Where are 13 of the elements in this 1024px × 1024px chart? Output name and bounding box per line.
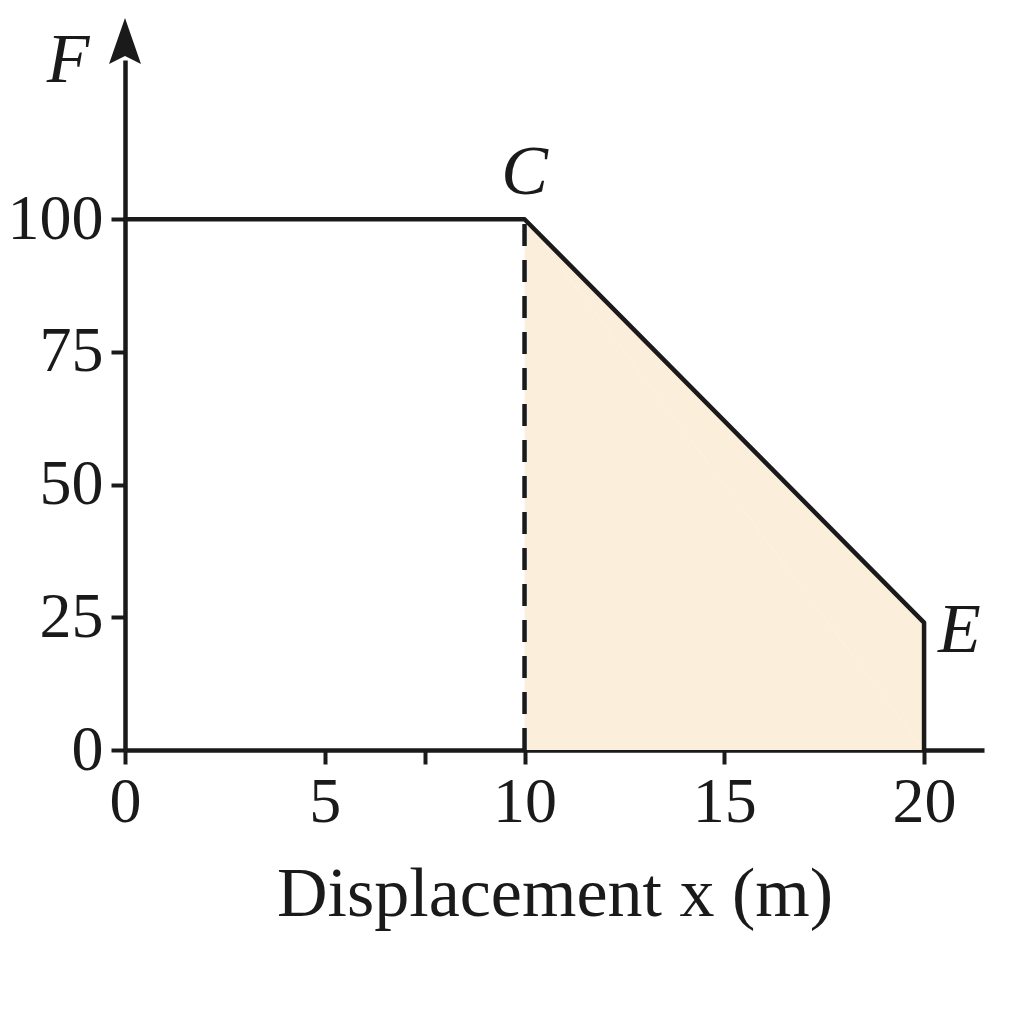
annotation: C xyxy=(501,132,550,210)
y-tick-label: 25 xyxy=(39,579,104,651)
y-axis-title: F xyxy=(45,19,91,97)
x-tick-label: 20 xyxy=(892,764,957,836)
y-tick-label: 100 xyxy=(7,181,104,253)
y-tick-label: 0 xyxy=(71,712,104,784)
x-tick-label: 5 xyxy=(309,764,342,836)
annotation: E xyxy=(937,589,981,667)
y-tick-label: 50 xyxy=(39,447,104,519)
x-axis-title: Displacement x (m) xyxy=(277,853,833,931)
x-tick-label: 15 xyxy=(692,764,757,836)
x-tick-label: 10 xyxy=(493,764,558,836)
y-tick-label: 75 xyxy=(39,314,104,386)
